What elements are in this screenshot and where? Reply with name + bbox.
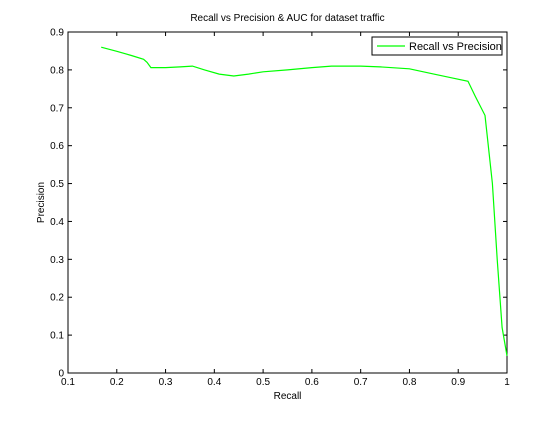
y-tick-label: 0.5 (50, 179, 64, 190)
x-tick-label: 0.4 (207, 377, 221, 388)
legend: Recall vs Precision (371, 36, 503, 56)
y-tick-label: 0.7 (50, 103, 64, 114)
x-tick-label: 0.1 (61, 377, 75, 388)
y-tick-label: 0.2 (50, 293, 64, 304)
y-tick-label: 0.4 (50, 217, 64, 228)
x-tick-label: 1 (504, 377, 510, 388)
y-tick-label: 0.1 (50, 331, 64, 342)
x-tick-label: 0.9 (451, 377, 465, 388)
y-axis-label: Precision (36, 182, 47, 223)
x-tick-label: 0.6 (305, 377, 319, 388)
y-tick-label: 0.9 (50, 28, 64, 39)
series-line-recall-vs-precision (101, 46, 508, 357)
legend-label: Recall vs Precision (409, 41, 502, 53)
x-tick-label: 0.7 (354, 377, 368, 388)
legend-box (371, 36, 503, 56)
y-tick-label: 0 (58, 369, 64, 380)
y-tick-label: 0.6 (50, 141, 64, 152)
y-tick-label: 0.8 (50, 65, 64, 76)
x-tick-label: 0.3 (159, 377, 173, 388)
plot-area-frame (67, 31, 508, 374)
x-axis-label: Recall (274, 391, 302, 402)
chart-title: Recall vs Precision & AUC for dataset tr… (190, 13, 384, 24)
x-tick-label: 0.5 (256, 377, 270, 388)
x-tick-label: 0.2 (110, 377, 124, 388)
y-tick-label: 0.3 (50, 255, 64, 266)
x-tick-label: 0.8 (402, 377, 416, 388)
